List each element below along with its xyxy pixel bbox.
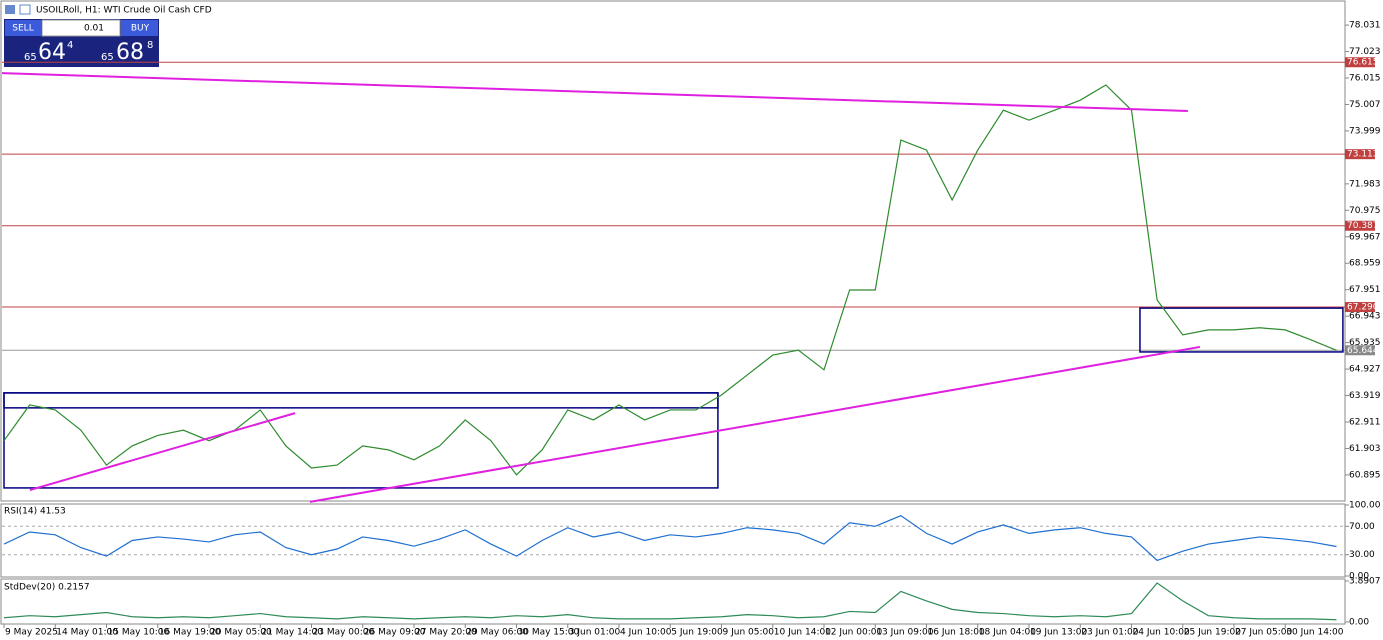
buy-price-prefix: 65: [101, 52, 114, 63]
trendline: [29, 412, 296, 491]
x-tick-label: 25 Jun 19:00: [1184, 628, 1241, 638]
sell-price-point: 4: [67, 40, 73, 51]
price-line: [3, 514, 1337, 562]
x-tick-label: 3 Jun 01:00: [569, 628, 621, 638]
y-tick-label: 68.959: [1349, 259, 1381, 269]
y-tick-label: 63.919: [1349, 391, 1381, 401]
buy-price-main: 68: [116, 40, 144, 65]
lot-input[interactable]: [41, 19, 121, 37]
y-tick-label: 62.911: [1349, 418, 1381, 428]
x-tick-label: 26 May 09:00: [364, 628, 426, 638]
level-tag: [1345, 149, 1375, 160]
level-tag: [1345, 57, 1375, 68]
y-tick-label: 0.00: [1349, 618, 1369, 628]
y-tick-label: 60.895: [1349, 470, 1381, 480]
x-tick-label: 16 Jun 18:00: [928, 628, 985, 638]
x-tick-label: 16 May 19:00: [159, 628, 221, 638]
x-tick-label: 21 May 14:00: [261, 628, 323, 638]
y-tick-label: 77.023: [1349, 47, 1381, 57]
price-tag: [1345, 345, 1375, 356]
panel-title: StdDev(20) 0.2157: [4, 583, 90, 593]
y-tick-label: 76.015: [1349, 73, 1381, 83]
trendline: [1, 72, 1188, 112]
y-tick-label: 64.927: [1349, 365, 1381, 375]
x-tick-label: 30 Jun 14:00: [1286, 628, 1343, 638]
x-tick-label: 10 Jun 14:00: [774, 628, 831, 638]
y-tick-label: 0.00: [1349, 572, 1369, 582]
x-tick-label: 12 Jun 00:00: [825, 628, 882, 638]
icon: [19, 4, 31, 15]
y-tick-label: 75.007: [1349, 100, 1381, 110]
x-tick-label: 5 Jun 19:00: [671, 628, 723, 638]
level-label: 76.615: [1347, 58, 1379, 68]
x-tick-label: 29 May 06:00: [466, 628, 528, 638]
buy-button[interactable]: [121, 20, 158, 36]
x-tick-label: 30 May 15:00: [518, 628, 580, 638]
x-tick-label: 4 Jun 10:00: [620, 628, 672, 638]
panel-title: RSI(14) 41.53: [4, 507, 66, 517]
x-tick-label: 20 May 05:00: [210, 628, 272, 638]
range-box: [3, 392, 719, 409]
x-tick-label: 23 May 00:00: [313, 628, 375, 638]
price-line: [3, 582, 1337, 621]
y-tick-label: 30.00: [1349, 550, 1375, 560]
trendline: [309, 345, 1201, 503]
range-box: [1139, 307, 1344, 353]
x-tick-label: 13 Jun 09:00: [876, 628, 933, 638]
x-tick-label: 15 May 10:00: [108, 628, 170, 638]
main-frame: [0, 0, 1346, 502]
level-label: 67.290: [1347, 303, 1379, 313]
x-tick-label: 9 May 2025: [5, 628, 58, 638]
y-tick-label: 73.999: [1349, 126, 1381, 136]
level-tag: [1345, 220, 1375, 231]
current-price-label: 65.644: [1347, 346, 1379, 356]
y-tick-label: 69.967: [1349, 232, 1381, 242]
sell-price-main: 64: [38, 40, 66, 65]
x-tick-label: 24 Jun 10:00: [1133, 628, 1190, 638]
buy-label: BUY: [131, 24, 150, 34]
level-tag: [1345, 302, 1375, 313]
sell-button[interactable]: [5, 20, 41, 36]
y-tick-label: 71.983: [1349, 179, 1381, 189]
x-tick-label: 18 Jun 04:00: [979, 628, 1036, 638]
buy-price-point: 8: [147, 40, 153, 51]
y-tick-label: 66.943: [1349, 312, 1381, 322]
y-tick-label: 65.935: [1349, 338, 1381, 348]
x-tick-label: 23 Jun 01:00: [1081, 628, 1138, 638]
x-tick-label: 14 May 01:00: [56, 628, 118, 638]
y-tick-label: 100.00: [1349, 501, 1381, 511]
price-line: [3, 84, 1337, 476]
icon: [5, 5, 15, 14]
sell-price-prefix: 65: [24, 52, 37, 63]
stddev-frame: [0, 578, 1346, 625]
lot-value: 0.01: [84, 24, 104, 34]
y-tick-label: 78.031: [1349, 21, 1381, 31]
x-tick-label: 27 Jun 05:00: [1235, 628, 1292, 638]
x-tick-label: 27 May 20:00: [415, 628, 477, 638]
level-label: 73.113: [1347, 150, 1379, 160]
chart-title: USOILRoll, H1: WTI Crude Oil Cash CFD: [36, 6, 212, 16]
sell-label: SELL: [12, 24, 33, 34]
x-tick-label: 9 Jun 05:00: [723, 628, 775, 638]
trade-panel: SELL 0.01 BUY 65 64 4 65 68 8: [4, 19, 159, 67]
y-tick-label: 61.903: [1349, 444, 1381, 454]
x-tick-label: 19 Jun 13:00: [1030, 628, 1087, 638]
level-label: 70.387: [1347, 221, 1379, 231]
y-tick-label: 70.00: [1349, 522, 1375, 532]
y-tick-label: 70.975: [1349, 206, 1381, 216]
rsi-frame: [0, 503, 1346, 578]
y-tick-label: 3.8907: [1349, 577, 1381, 587]
y-tick-label: 67.951: [1349, 285, 1381, 295]
